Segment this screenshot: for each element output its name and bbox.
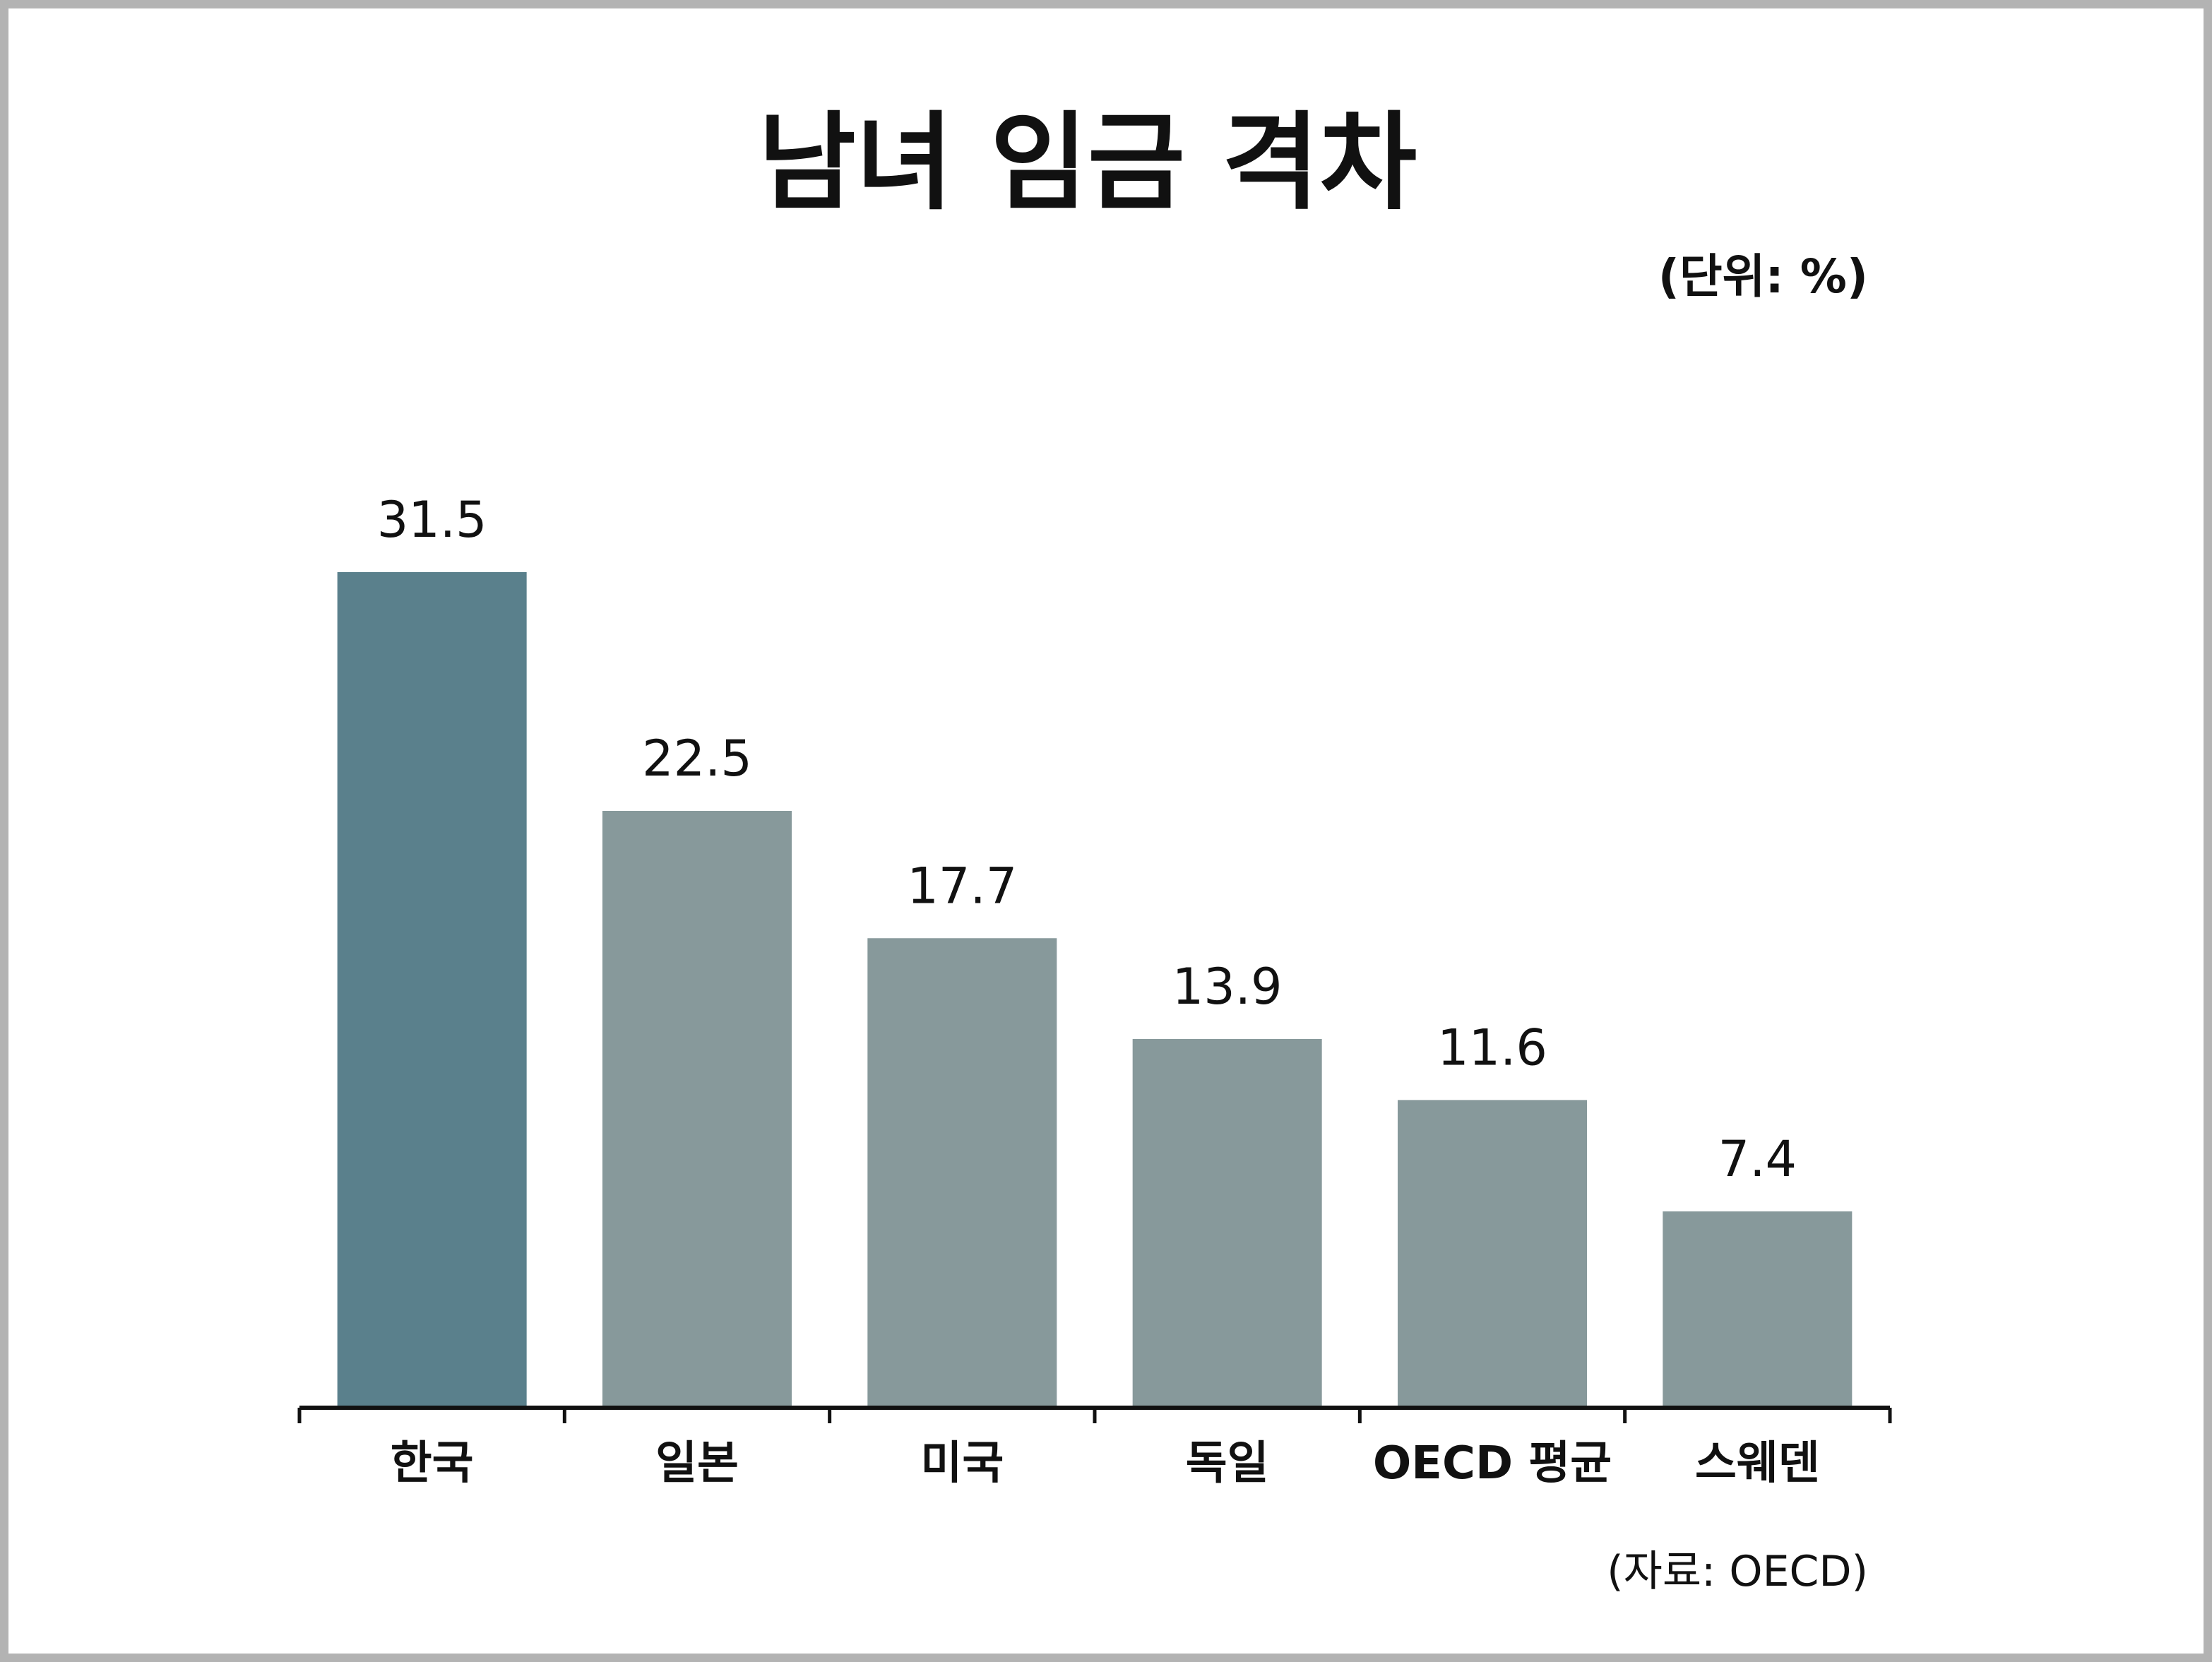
bar-3 (1132, 1038, 1322, 1408)
category-label-0: 한국 (391, 1437, 474, 1490)
category-label-2: 미국 (920, 1437, 1004, 1490)
value-label-5: 7.4 (1718, 1130, 1797, 1188)
bar-2 (867, 938, 1057, 1408)
category-label-3: 독일 (1186, 1437, 1269, 1490)
category-label-5: 스웨덴 (1695, 1437, 1820, 1490)
chart-title: 남녀 임금 격차 (759, 102, 1417, 225)
category-labels-layer: 한국 일본 미국 독일 OECD 평균 스웨덴 (391, 1437, 1820, 1490)
category-label-4: OECD 평균 (1373, 1437, 1612, 1490)
value-labels-layer: 31.5 22.5 17.7 13.9 11.6 7.4 (377, 491, 1797, 1188)
value-label-2: 17.7 (907, 857, 1017, 915)
bar-5 (1663, 1211, 1853, 1408)
value-label-1: 22.5 (642, 730, 752, 788)
bar-0 (337, 572, 527, 1408)
bars-layer (337, 572, 1853, 1408)
unit-label: (단위: %) (1658, 249, 1868, 304)
value-label-3: 13.9 (1172, 958, 1283, 1016)
category-label-1: 일본 (655, 1437, 739, 1490)
x-axis (297, 1406, 1892, 1423)
bar-4 (1398, 1100, 1587, 1408)
value-label-0: 31.5 (377, 491, 487, 549)
value-label-4: 11.6 (1437, 1019, 1547, 1076)
bar-1 (602, 811, 792, 1408)
source-label: (자료: OECD) (1607, 1547, 1868, 1596)
